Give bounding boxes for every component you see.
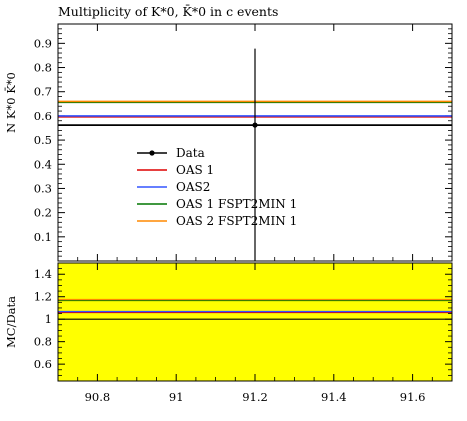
main-y-tick-label: 0.4 (34, 157, 52, 171)
legend-label: OAS 1 (176, 163, 214, 177)
x-tick-label: 91.6 (400, 390, 426, 404)
main-y-tick-label: 0.9 (34, 36, 52, 50)
ratio-plot-frame (57, 262, 453, 382)
main-y-tick-label: 0.8 (34, 61, 52, 75)
legend-label: OAS 2 FSPT2MIN 1 (176, 214, 297, 228)
x-tick-label: 91.4 (321, 390, 347, 404)
main-plot-panel: Multiplicity of K*0, K̄*0 in c events N K… (4, 4, 453, 262)
x-tick-label: 90.8 (85, 390, 111, 404)
ratio-plot-panel: MC/Data 0.6 0.8 1 1.2 1.4 90.8 91 91.2 91.4 91.6 (4, 262, 453, 404)
main-y-tick-label: 0.3 (34, 181, 52, 195)
legend-marker (149, 150, 155, 156)
main-y-tick-label: 0.2 (34, 206, 52, 220)
legend-label: OAS2 (176, 180, 210, 194)
ratio-y-axis-label: MC/Data (4, 296, 18, 348)
data-point (252, 122, 258, 128)
main-y-tick-label: 0.1 (34, 230, 52, 244)
ratio-y-tick-label: 0.6 (34, 357, 52, 371)
main-y-axis-label: N K*0 K̄*0 (4, 72, 18, 133)
data-uncertainty-band (58, 263, 452, 381)
x-tick-label: 91 (169, 390, 184, 404)
main-plot-frame (57, 23, 453, 262)
legend-label: Data (176, 146, 205, 160)
x-tick-label: 91.2 (242, 390, 268, 404)
main-y-tick-label: 0.7 (34, 85, 52, 99)
ratio-y-tick-label: 1.2 (34, 290, 52, 304)
legend: Data OAS 1 OAS2 OAS 1 FSPT2MIN 1 OAS 2 FSPT2… (137, 146, 297, 228)
ratio-y-tick-label: 0.8 (34, 335, 52, 349)
legend-label: OAS 1 FSPT2MIN 1 (176, 197, 297, 211)
chart-title: Multiplicity of K*0, K̄*0 in c events (58, 4, 278, 19)
main-y-tick-label: 0.5 (34, 133, 52, 147)
main-y-tick-label: 0.6 (34, 109, 52, 123)
ratio-y-tick-label: 1 (45, 312, 52, 326)
ratio-y-tick-label: 1.4 (34, 267, 52, 281)
